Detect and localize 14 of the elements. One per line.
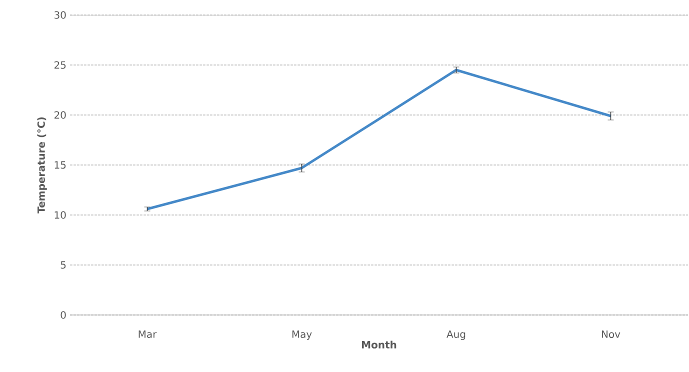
y-tick-label: 0 xyxy=(60,311,66,319)
y-tick-label: 20 xyxy=(54,111,66,119)
y-tick-label: 15 xyxy=(54,161,66,169)
y-tick-label: 25 xyxy=(54,61,66,69)
x-tick-label: May xyxy=(292,330,312,340)
y-axis-title: Temperature (°C) xyxy=(37,117,47,214)
x-tick-label: Mar xyxy=(138,330,157,338)
line-series xyxy=(146,68,612,210)
y-tick-label: 10 xyxy=(54,211,66,219)
y-tick-label: 30 xyxy=(54,11,66,19)
y-tick-label: 5 xyxy=(60,261,66,269)
x-tick-label: Aug xyxy=(446,330,466,340)
x-tick-label: Nov xyxy=(602,330,620,338)
x-axis-title: Month xyxy=(362,340,396,348)
